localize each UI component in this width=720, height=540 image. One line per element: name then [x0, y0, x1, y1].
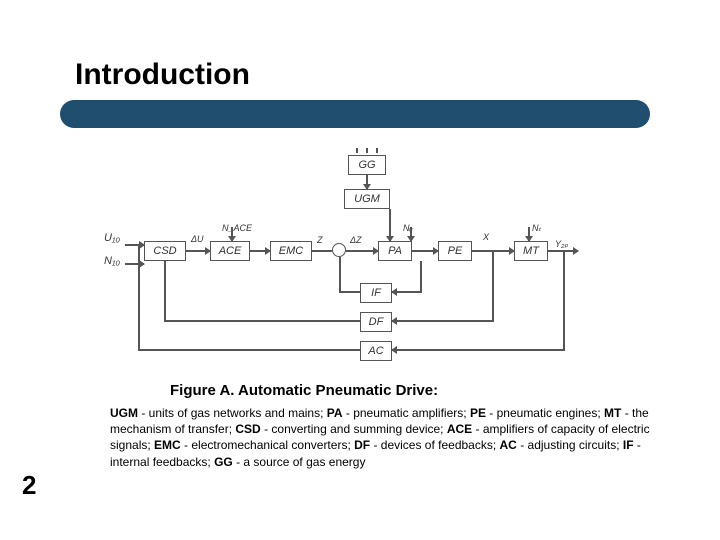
- figure-caption: Figure A. Automatic Pneumatic Drive:: [170, 382, 438, 399]
- term: PE: [470, 406, 486, 420]
- term: DF: [354, 438, 370, 452]
- box-ugm: UGM: [344, 189, 390, 209]
- slide-title: Introduction: [75, 58, 250, 92]
- term: EMC: [154, 438, 181, 452]
- term: IF: [623, 438, 634, 452]
- wire: [339, 291, 360, 293]
- box-df: DF: [360, 312, 392, 332]
- lbl-z: Z: [317, 235, 323, 245]
- wire: [164, 320, 360, 322]
- box-mt: MT: [514, 241, 548, 261]
- box-if: IF: [360, 283, 392, 303]
- term-def: - pneumatic amplifiers;: [343, 406, 470, 420]
- term: AC: [500, 438, 517, 452]
- wire: [125, 263, 144, 265]
- wire: [420, 261, 422, 292]
- sum-node: [332, 243, 346, 257]
- term: UGM: [110, 406, 138, 420]
- box-emc: EMC: [270, 241, 312, 261]
- box-pe: PE: [438, 241, 472, 261]
- tick: [366, 148, 368, 153]
- wire: [346, 250, 378, 252]
- wire: [389, 209, 391, 241]
- wire: [392, 349, 565, 351]
- wire: [138, 244, 144, 246]
- term: PA: [327, 406, 343, 420]
- wire: [231, 227, 233, 241]
- tick: [376, 148, 378, 153]
- lbl-y2p: Y₂ₚ: [555, 239, 568, 250]
- wire: [250, 250, 270, 252]
- lbl-du: ΔU: [191, 234, 204, 244]
- wire: [392, 291, 422, 293]
- term-def: - a source of gas energy: [233, 455, 366, 469]
- box-ace: ACE: [210, 241, 250, 261]
- term-def: - units of gas networks and mains;: [138, 406, 327, 420]
- wire: [366, 175, 368, 189]
- wire: [563, 251, 565, 350]
- wire: [528, 227, 530, 241]
- term-def: - pneumatic engines;: [486, 406, 604, 420]
- wire: [492, 251, 494, 321]
- box-gg: GG: [348, 155, 386, 175]
- term-def: - adjusting circuits;: [517, 438, 623, 452]
- figure-legend: UGM - units of gas networks and mains; P…: [110, 405, 670, 470]
- wire: [392, 320, 494, 322]
- block-diagram: GG UGM CSD ACE EMC PA PE MT IF DF AC U₁₀…: [100, 155, 640, 365]
- wire: [312, 250, 332, 252]
- lbl-u10: U₁₀: [104, 232, 120, 244]
- box-ac: AC: [360, 341, 392, 361]
- page-number: 2: [22, 470, 36, 501]
- box-pa: PA: [378, 241, 412, 261]
- term-def: - converting and summing device;: [261, 422, 447, 436]
- wire: [412, 250, 438, 252]
- accent-bar: [60, 100, 650, 128]
- lbl-nace: N_ACE: [222, 223, 252, 233]
- lbl-x: X: [483, 232, 489, 242]
- term: GG: [214, 455, 233, 469]
- term: ACE: [447, 422, 472, 436]
- wire: [138, 349, 360, 351]
- wire: [186, 250, 210, 252]
- lbl-n10: N₁₀: [104, 255, 120, 267]
- term: MT: [604, 406, 621, 420]
- wire: [410, 227, 412, 241]
- term: CSD: [235, 422, 260, 436]
- wire: [138, 245, 140, 350]
- wire: [164, 261, 166, 321]
- lbl-nt: Nₜ: [532, 223, 541, 234]
- lbl-dz: ΔZ: [350, 235, 362, 245]
- term-def: - devices of feedbacks;: [370, 438, 499, 452]
- term-def: - electromechanical converters;: [181, 438, 354, 452]
- tick: [356, 148, 358, 153]
- box-csd: CSD: [144, 241, 186, 261]
- wire: [339, 257, 341, 292]
